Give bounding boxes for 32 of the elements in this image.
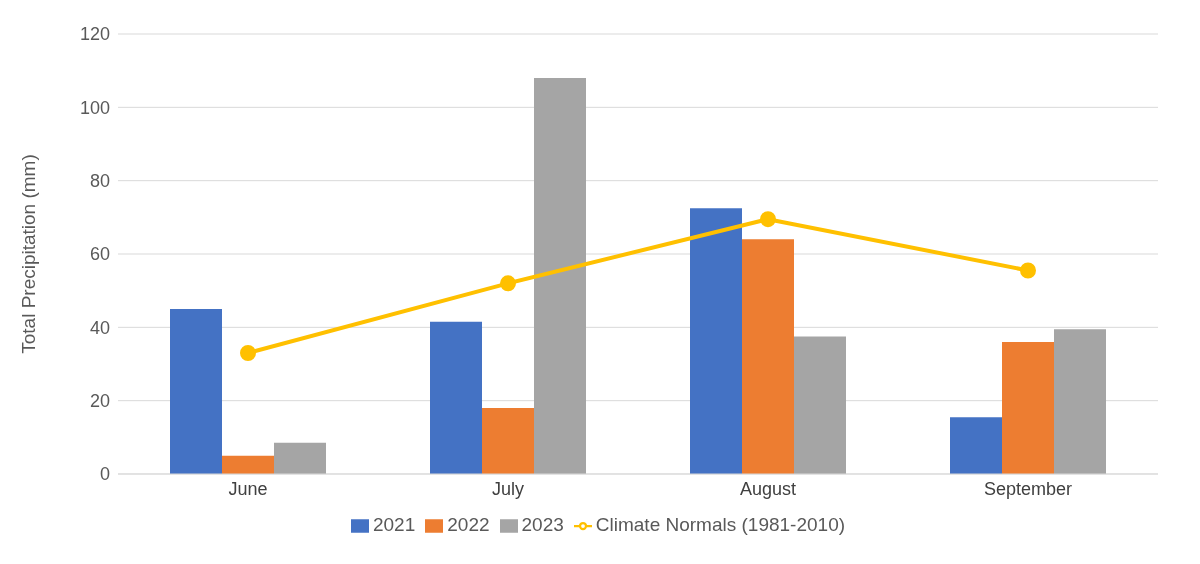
bar (950, 417, 1002, 474)
bar (1054, 329, 1106, 474)
point (760, 211, 776, 228)
bar (1002, 342, 1054, 474)
bar (794, 336, 846, 474)
legend-label: 2022 (447, 514, 490, 535)
point (500, 275, 516, 292)
x-tick-label: July (491, 478, 525, 499)
legend-label: Climate Normals (1981-2010) (595, 514, 846, 535)
x-tick-label: June (228, 478, 268, 499)
point (1020, 262, 1036, 279)
bar (482, 408, 534, 474)
y-tick-label: 60 (89, 244, 110, 265)
y-tick-label: 120 (79, 24, 110, 45)
bar (534, 78, 586, 474)
y-tick-label: 40 (89, 317, 110, 338)
point (240, 345, 256, 361)
y-tick-label: 80 (89, 171, 110, 192)
bar (170, 309, 222, 474)
x-tick-label: August (739, 478, 797, 499)
bar (690, 208, 742, 474)
y-tick-label: 100 (79, 97, 110, 118)
bar (274, 442, 326, 474)
y-axis-title: Total Precipitation (mm) (17, 154, 39, 354)
legend-label: 2021 (372, 514, 416, 535)
legend-label: 2023 (521, 514, 564, 535)
x-tick-label: September (983, 478, 1073, 499)
y-tick-label: 0 (99, 464, 110, 485)
bar (742, 239, 794, 474)
bar (222, 455, 274, 474)
bar (430, 321, 482, 474)
y-tick-label: 20 (89, 391, 110, 412)
